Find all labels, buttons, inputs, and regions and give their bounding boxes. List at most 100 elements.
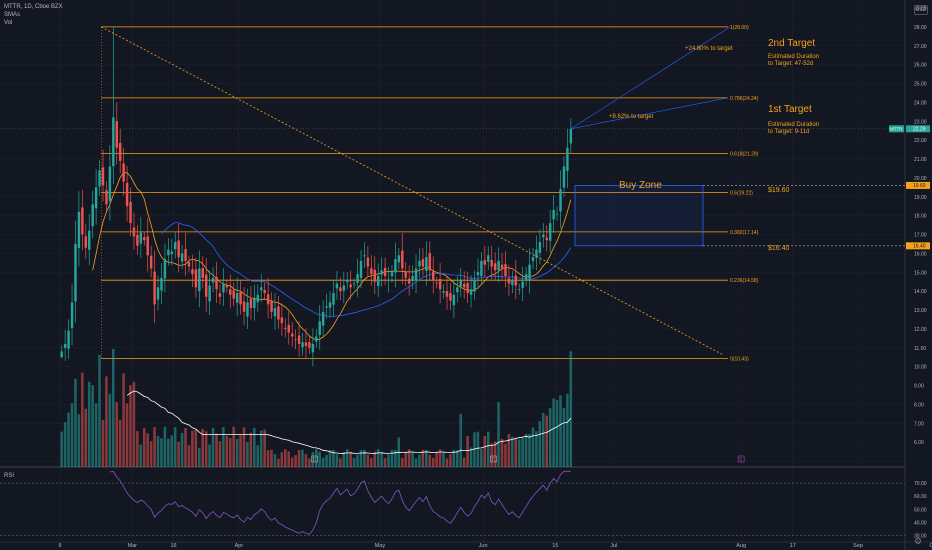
volume-bar — [445, 458, 449, 467]
price-axis: 29.00 28.00 27.00 26.00 25.00 24.00 23.00 22.00… — [889, 6, 930, 446]
volume-bar — [201, 429, 204, 467]
volume-bar — [67, 412, 70, 467]
volume-bar — [493, 441, 497, 467]
zone-high-label: $19.60 — [768, 187, 790, 194]
volume-bar — [562, 408, 566, 467]
rsi-indicator-label[interactable]: RSI — [4, 473, 15, 479]
volume-bar — [431, 457, 435, 467]
volume-bar — [108, 393, 112, 467]
time-tick-label: Jul — [610, 543, 617, 549]
candle-body — [156, 287, 160, 300]
candle-body — [249, 298, 253, 309]
candle-body — [473, 279, 476, 292]
volume-bar — [428, 454, 432, 467]
earnings-event-label: E — [313, 457, 316, 462]
candle-body — [77, 211, 81, 249]
pct-to-target1: +8.62% to target — [609, 114, 654, 120]
candle-body — [445, 291, 449, 297]
volume-indicator-label[interactable]: Vol — [4, 20, 13, 26]
candle-body — [425, 257, 428, 272]
volume-bar — [228, 438, 232, 467]
candle-body — [180, 253, 184, 262]
volume-bar — [555, 399, 559, 467]
volume-bar — [497, 402, 500, 467]
target1-title: 1st Target — [768, 104, 812, 115]
volume-bar — [380, 451, 383, 467]
price-tick-label: 21.00 — [914, 157, 927, 163]
volume-bar — [215, 433, 218, 467]
candle-body — [139, 232, 143, 244]
volume-bar — [332, 449, 335, 467]
volume-bar — [452, 449, 456, 467]
volume-bar — [342, 451, 346, 467]
earnings-event-marker — [737, 455, 745, 463]
target1-subtitle-line2: to Target: 9-11d — [768, 129, 810, 135]
last-price-tag — [906, 125, 930, 133]
sma-indicator-label[interactable]: SMAs — [4, 12, 21, 18]
candle-body — [452, 294, 456, 306]
candle-body — [325, 306, 328, 308]
candle-body — [363, 255, 366, 257]
zone-low-label: $16.40 — [768, 245, 790, 252]
time-tick-label: 16 — [170, 543, 176, 549]
volume-bar — [507, 434, 511, 467]
candle-body — [136, 234, 139, 246]
volume-bar — [335, 454, 339, 467]
candle-body — [235, 293, 239, 303]
volume-bar — [167, 438, 170, 467]
gear-icon[interactable]: ⚙ — [914, 536, 923, 546]
volume-bar — [552, 398, 555, 467]
candle-body — [511, 279, 514, 285]
currency-badge[interactable]: USD — [914, 5, 928, 15]
target1-subtitle-line1: Estimated Duration — [768, 122, 820, 128]
volume-bar — [256, 445, 260, 467]
candle-body — [524, 274, 528, 280]
candle-body — [122, 163, 125, 182]
candle-body — [74, 243, 77, 302]
candle-body — [105, 190, 108, 205]
candle-body — [397, 255, 401, 263]
volume-bar — [500, 438, 504, 467]
candle-body — [535, 249, 538, 258]
candle-body — [108, 166, 112, 201]
candle-body — [383, 267, 387, 277]
volume-bar — [194, 429, 198, 467]
trendline-dashed — [101, 26, 725, 356]
target2-subtitle-line1: Estimated Duration — [768, 54, 820, 60]
volume-bar — [266, 450, 270, 467]
candle-body — [531, 257, 535, 261]
buy-zone-box — [574, 185, 704, 247]
candle-body — [555, 213, 559, 215]
volume-bar — [318, 451, 321, 467]
volume-bar — [569, 351, 573, 467]
candle-body — [204, 274, 208, 297]
candle-body — [432, 271, 435, 280]
candle-body — [487, 255, 490, 262]
candle-body — [311, 343, 315, 353]
candle-body — [88, 230, 91, 250]
candle-body — [493, 263, 497, 271]
volume-bar — [466, 435, 469, 467]
volume-bars — [60, 349, 573, 467]
candle-body — [359, 260, 363, 279]
price-tick-label: 13.00 — [914, 308, 927, 314]
volume-bar — [246, 442, 249, 467]
rsi-tick-label: 40.00 — [914, 520, 927, 526]
volume-bar — [559, 395, 562, 467]
candle-body — [315, 336, 318, 342]
volume-bar — [418, 454, 421, 467]
volume-bar — [232, 426, 235, 467]
volume-ma-line — [126, 390, 572, 454]
volume-bar — [253, 428, 256, 467]
candle-body — [143, 237, 146, 241]
candle-body — [404, 271, 407, 278]
symbol-title[interactable]: MTTR, 1D, Cboe BZX — [4, 4, 63, 10]
price-tick-label: 8.00 — [914, 402, 924, 408]
volume-bar — [156, 435, 160, 467]
volume-bar — [528, 434, 531, 467]
candle-body — [246, 302, 249, 317]
candle-body — [366, 257, 370, 267]
volume-bar — [118, 419, 122, 467]
volume-bar — [287, 451, 290, 467]
